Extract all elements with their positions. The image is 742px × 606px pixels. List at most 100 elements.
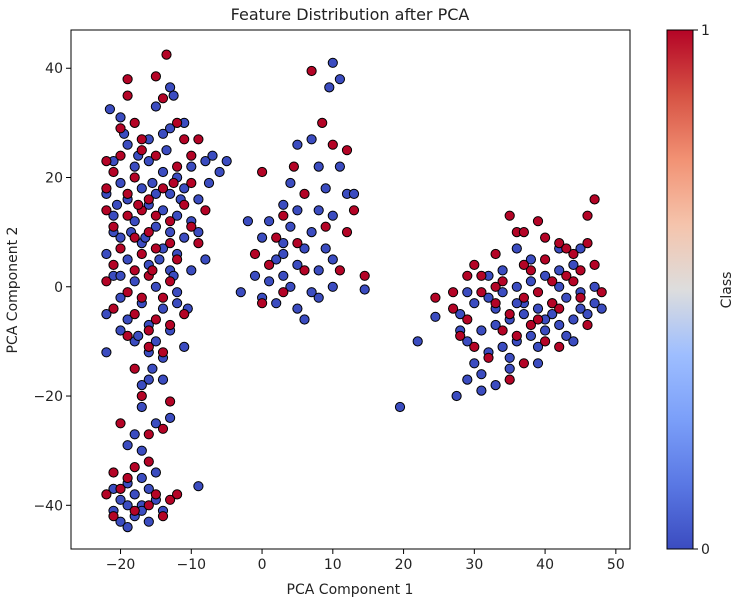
data-point-class-0	[532, 358, 544, 369]
data-point-class-1	[462, 270, 473, 281]
data-point-class-1	[518, 292, 530, 303]
data-point-class-0	[165, 412, 176, 423]
data-point-class-0	[129, 429, 140, 440]
data-point-class-0	[313, 161, 324, 172]
data-point-class-0	[157, 166, 169, 178]
data-point-class-0	[147, 177, 158, 189]
data-point-class-0	[469, 358, 480, 369]
data-point-class-0	[313, 292, 324, 303]
data-point-class-1	[490, 248, 501, 260]
data-point-class-0	[292, 259, 303, 270]
data-point-class-0	[257, 232, 268, 243]
y-axis-label: PCA Component 2	[5, 227, 21, 354]
data-point-class-0	[320, 243, 331, 254]
data-point-class-1	[136, 292, 147, 303]
data-point-class-0	[327, 210, 338, 221]
data-point-class-1	[540, 336, 551, 347]
data-point-class-1	[547, 298, 558, 309]
points-layer	[101, 49, 607, 533]
data-point-class-1	[172, 161, 183, 172]
x-tick-label: 40	[536, 557, 554, 573]
x-axis: −20 −10 0 10 20 30 40 50	[106, 549, 625, 573]
data-point-class-0	[136, 445, 147, 456]
data-point-class-0	[147, 363, 158, 374]
data-point-class-0	[136, 183, 147, 194]
data-point-class-0	[165, 227, 176, 238]
data-point-class-0	[101, 248, 112, 260]
data-point-class-1	[589, 194, 600, 205]
data-point-class-1	[448, 287, 459, 298]
data-point-class-1	[115, 123, 126, 134]
data-point-class-1	[143, 194, 154, 205]
colorbar-tick-label: 0	[701, 542, 710, 558]
data-point-class-1	[511, 330, 522, 341]
data-point-class-1	[122, 472, 133, 484]
data-point-class-0	[186, 265, 197, 276]
data-point-class-0	[324, 82, 335, 93]
data-point-class-0	[150, 418, 161, 429]
data-point-class-1	[518, 259, 530, 270]
data-point-class-0	[115, 177, 126, 189]
data-point-class-1	[115, 418, 126, 429]
data-point-class-1	[150, 150, 161, 161]
data-point-class-0	[568, 336, 579, 347]
data-point-class-0	[157, 303, 169, 314]
data-point-class-1	[306, 65, 317, 77]
data-point-class-1	[136, 134, 147, 145]
data-point-class-0	[136, 401, 147, 413]
data-point-class-1	[165, 238, 176, 249]
data-point-class-0	[394, 401, 406, 413]
data-point-class-0	[193, 227, 204, 238]
data-point-class-1	[172, 489, 183, 500]
data-point-class-0	[221, 156, 232, 167]
data-point-class-0	[511, 281, 522, 292]
data-point-class-0	[334, 161, 345, 172]
data-point-class-0	[157, 205, 169, 216]
data-point-class-0	[157, 374, 169, 385]
data-point-class-0	[327, 57, 338, 68]
data-point-class-0	[348, 188, 360, 199]
data-point-class-0	[150, 188, 161, 199]
data-point-class-0	[122, 440, 133, 451]
data-point-class-0	[575, 303, 586, 314]
data-point-class-0	[115, 270, 126, 281]
data-point-class-1	[108, 303, 119, 314]
data-point-class-1	[157, 292, 169, 303]
data-point-class-0	[525, 254, 537, 265]
data-point-class-0	[327, 254, 338, 265]
data-point-class-1	[582, 319, 593, 331]
data-point-class-1	[278, 287, 289, 298]
data-point-class-1	[490, 298, 501, 309]
data-point-class-0	[133, 330, 144, 341]
data-point-class-0	[525, 276, 537, 287]
data-point-class-1	[292, 238, 303, 249]
data-point-class-0	[122, 500, 133, 511]
data-point-class-1	[143, 227, 154, 238]
data-point-class-0	[150, 221, 161, 232]
data-point-class-1	[497, 276, 508, 287]
data-point-class-1	[504, 309, 515, 320]
data-point-class-1	[288, 161, 299, 172]
data-point-class-1	[129, 117, 140, 129]
data-point-class-0	[532, 303, 544, 314]
data-point-class-0	[359, 284, 370, 295]
data-point-class-0	[430, 311, 441, 322]
data-point-class-0	[575, 243, 586, 254]
data-point-class-1	[490, 281, 501, 292]
data-point-class-0	[207, 150, 218, 161]
data-point-class-0	[172, 287, 183, 298]
data-point-class-0	[292, 139, 303, 150]
data-point-class-1	[161, 49, 172, 60]
data-point-class-1	[186, 150, 197, 161]
data-point-class-1	[157, 423, 169, 434]
data-point-class-0	[111, 199, 123, 210]
data-point-class-1	[561, 270, 572, 281]
data-point-class-1	[129, 265, 140, 276]
data-point-class-0	[122, 254, 133, 265]
data-point-class-1	[582, 238, 593, 249]
plot-frame	[70, 29, 631, 550]
data-point-class-1	[143, 341, 154, 352]
data-point-class-1	[165, 396, 176, 407]
data-point-class-1	[150, 210, 161, 221]
data-point-class-0	[278, 270, 289, 281]
